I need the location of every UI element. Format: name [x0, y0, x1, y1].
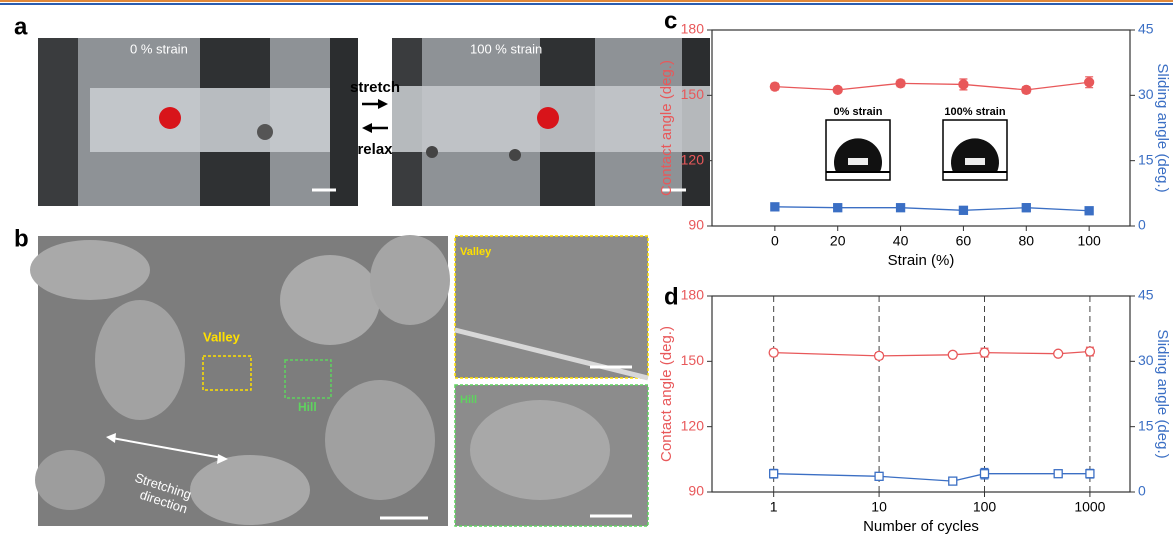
marker [833, 85, 842, 94]
plot-frame [712, 30, 1130, 226]
y2-tick-label: 0 [1138, 483, 1146, 499]
y2-axis-label: Sliding angle (deg.) [1154, 329, 1171, 458]
y2-tick-label: 15 [1138, 417, 1154, 433]
y-axis-label: Contact angle (deg.) [658, 326, 675, 462]
x-axis-label: Number of cycles [863, 518, 979, 535]
droplet-highlight [965, 158, 985, 165]
marker [959, 80, 968, 89]
marker [948, 350, 957, 359]
arrow-label: stretch [350, 79, 400, 96]
marker [897, 204, 905, 212]
marker [1085, 347, 1094, 356]
marker [1054, 470, 1062, 478]
x-tick-label: 20 [830, 233, 846, 249]
figure: a 0 % strain 100 % strain stretch relax … [0, 0, 1173, 545]
marker [770, 470, 778, 478]
plot-frame [712, 296, 1130, 492]
x-tick-label: 1000 [1074, 499, 1105, 515]
y-tick-label: 90 [688, 217, 704, 233]
y-tick-label: 180 [681, 287, 705, 303]
y2-tick-label: 45 [1138, 287, 1154, 303]
marker [981, 470, 989, 478]
y-tick-label: 90 [688, 483, 704, 499]
x-tick-label: 100 [973, 499, 997, 515]
marker [875, 472, 883, 480]
marker [875, 351, 884, 360]
arrow-label: relax [357, 141, 393, 158]
marker [1086, 470, 1094, 478]
marker [980, 348, 989, 357]
marker [1085, 78, 1094, 87]
panel-label: a [14, 13, 28, 40]
x-axis-label: Strain (%) [888, 252, 955, 269]
x-tick-label: 60 [956, 233, 972, 249]
marker [1022, 204, 1030, 212]
marker [771, 203, 779, 211]
sem-label: Valley [203, 329, 241, 344]
x-tick-label: 40 [893, 233, 909, 249]
inset-label: 100% strain [944, 106, 1005, 118]
y2-axis-label: Sliding angle (deg.) [1154, 63, 1171, 192]
marker [770, 82, 779, 91]
x-tick-label: 100 [1077, 233, 1101, 249]
x-tick-label: 0 [771, 233, 779, 249]
series-line [775, 82, 1089, 90]
inset-label: Valley [460, 246, 492, 258]
y-tick-label: 120 [681, 151, 705, 167]
marker [1054, 349, 1063, 358]
arrow-head [362, 123, 372, 133]
marker [834, 204, 842, 212]
inset-label: 0% strain [834, 106, 883, 118]
sem-label: Hill [298, 400, 317, 414]
photo-label: 100 % strain [470, 41, 542, 56]
photo-left [38, 38, 358, 206]
y2-tick-label: 30 [1138, 86, 1154, 102]
marker [959, 206, 967, 214]
sem-inset [455, 236, 648, 526]
y-tick-label: 150 [681, 352, 705, 368]
series-line [774, 352, 1090, 356]
panel-label: c [664, 7, 677, 34]
panel-label: b [14, 225, 29, 252]
arrow-head [378, 99, 388, 109]
marker [1085, 207, 1093, 215]
x-tick-label: 10 [871, 499, 887, 515]
x-tick-label: 80 [1018, 233, 1034, 249]
sem-image [30, 235, 450, 526]
panel-label: d [664, 283, 679, 310]
y2-tick-label: 15 [1138, 151, 1154, 167]
y-tick-label: 150 [681, 86, 705, 102]
inset-label: Hill [460, 394, 477, 406]
marker [769, 348, 778, 357]
marker [896, 79, 905, 88]
series-line [775, 207, 1089, 211]
y-tick-label: 180 [681, 21, 705, 37]
marker [1022, 85, 1031, 94]
y-tick-label: 120 [681, 417, 705, 433]
photo-label: 0 % strain [130, 41, 188, 56]
y-axis-label: Contact angle (deg.) [658, 60, 675, 196]
series-line [774, 474, 1090, 481]
y2-tick-label: 45 [1138, 21, 1154, 37]
y2-tick-label: 0 [1138, 217, 1146, 233]
x-tick-label: 1 [770, 499, 778, 515]
marker [949, 477, 957, 485]
droplet-highlight [848, 158, 868, 165]
y2-tick-label: 30 [1138, 352, 1154, 368]
